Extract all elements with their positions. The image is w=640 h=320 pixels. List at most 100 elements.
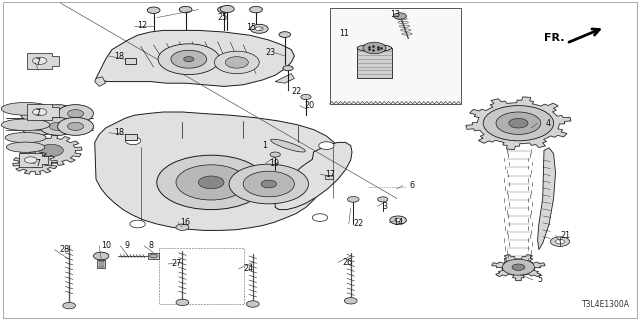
Polygon shape xyxy=(95,77,106,86)
Text: 20: 20 xyxy=(304,101,314,110)
Circle shape xyxy=(279,32,291,37)
Circle shape xyxy=(125,137,141,145)
Text: FR.: FR. xyxy=(544,33,564,44)
Circle shape xyxy=(220,5,234,12)
Ellipse shape xyxy=(6,142,45,152)
Ellipse shape xyxy=(5,132,46,143)
Circle shape xyxy=(40,117,76,135)
Circle shape xyxy=(58,105,93,123)
Text: 18: 18 xyxy=(114,52,124,60)
Circle shape xyxy=(394,13,406,19)
Text: 19: 19 xyxy=(269,159,279,168)
Ellipse shape xyxy=(357,44,392,52)
Circle shape xyxy=(556,239,564,244)
Polygon shape xyxy=(19,153,47,167)
Text: 14: 14 xyxy=(394,218,404,227)
Polygon shape xyxy=(492,255,545,281)
Circle shape xyxy=(250,24,268,33)
Text: 27: 27 xyxy=(172,260,182,268)
Text: 3: 3 xyxy=(383,202,388,211)
Text: 15: 15 xyxy=(246,23,257,32)
Text: 10: 10 xyxy=(101,241,111,250)
Circle shape xyxy=(243,171,294,197)
Circle shape xyxy=(176,165,246,200)
Text: 17: 17 xyxy=(325,170,335,179)
Circle shape xyxy=(496,112,541,134)
Circle shape xyxy=(270,152,280,157)
Circle shape xyxy=(184,57,194,62)
Text: 5: 5 xyxy=(538,276,543,284)
Circle shape xyxy=(319,142,334,149)
Polygon shape xyxy=(275,142,352,210)
Circle shape xyxy=(214,51,259,74)
Text: 28: 28 xyxy=(59,245,69,254)
Text: 7: 7 xyxy=(35,159,40,168)
Text: 12: 12 xyxy=(138,21,148,30)
Text: 22: 22 xyxy=(291,87,301,96)
Circle shape xyxy=(512,264,525,270)
Polygon shape xyxy=(466,97,571,149)
Text: 8: 8 xyxy=(148,241,154,250)
Circle shape xyxy=(33,108,47,116)
Circle shape xyxy=(218,6,230,13)
Circle shape xyxy=(20,117,56,135)
Circle shape xyxy=(157,155,266,210)
Circle shape xyxy=(363,42,386,54)
Circle shape xyxy=(348,196,359,202)
Ellipse shape xyxy=(271,139,305,152)
Text: 11: 11 xyxy=(339,29,349,38)
Circle shape xyxy=(261,180,276,188)
Circle shape xyxy=(39,144,63,156)
Circle shape xyxy=(49,122,66,131)
Polygon shape xyxy=(538,148,556,250)
Polygon shape xyxy=(275,74,294,83)
Text: 13: 13 xyxy=(390,10,401,19)
Circle shape xyxy=(512,264,525,270)
Circle shape xyxy=(344,298,357,304)
Bar xyxy=(357,48,392,78)
Circle shape xyxy=(229,164,308,204)
Circle shape xyxy=(40,105,76,123)
Text: 26: 26 xyxy=(342,258,353,267)
Circle shape xyxy=(246,301,259,307)
Circle shape xyxy=(93,252,109,260)
Circle shape xyxy=(502,259,534,275)
Circle shape xyxy=(58,117,93,135)
Circle shape xyxy=(255,27,263,31)
Circle shape xyxy=(283,66,293,71)
Ellipse shape xyxy=(1,102,50,115)
Circle shape xyxy=(158,44,220,75)
Circle shape xyxy=(171,50,207,68)
Circle shape xyxy=(483,106,554,141)
Circle shape xyxy=(494,111,543,135)
Circle shape xyxy=(49,109,66,118)
Bar xyxy=(325,175,333,179)
Circle shape xyxy=(27,159,44,167)
Bar xyxy=(97,260,105,268)
Circle shape xyxy=(30,109,47,118)
Text: 7: 7 xyxy=(35,109,40,118)
Polygon shape xyxy=(96,30,294,86)
Circle shape xyxy=(63,302,76,309)
Circle shape xyxy=(250,6,262,13)
Circle shape xyxy=(390,216,406,224)
Circle shape xyxy=(20,105,56,123)
Circle shape xyxy=(24,157,37,163)
Text: 21: 21 xyxy=(560,231,570,240)
Bar xyxy=(125,134,137,140)
Polygon shape xyxy=(27,104,59,120)
Text: 1: 1 xyxy=(262,141,268,150)
Circle shape xyxy=(312,214,328,221)
Circle shape xyxy=(301,94,311,100)
Polygon shape xyxy=(20,135,82,166)
Circle shape xyxy=(225,57,248,68)
Text: 25: 25 xyxy=(218,13,228,22)
Circle shape xyxy=(33,57,47,64)
Circle shape xyxy=(198,176,224,189)
Text: 6: 6 xyxy=(410,181,415,190)
Text: 18: 18 xyxy=(114,128,124,137)
Circle shape xyxy=(507,261,530,273)
Bar xyxy=(330,8,461,104)
Bar xyxy=(148,253,159,259)
Polygon shape xyxy=(13,152,58,174)
